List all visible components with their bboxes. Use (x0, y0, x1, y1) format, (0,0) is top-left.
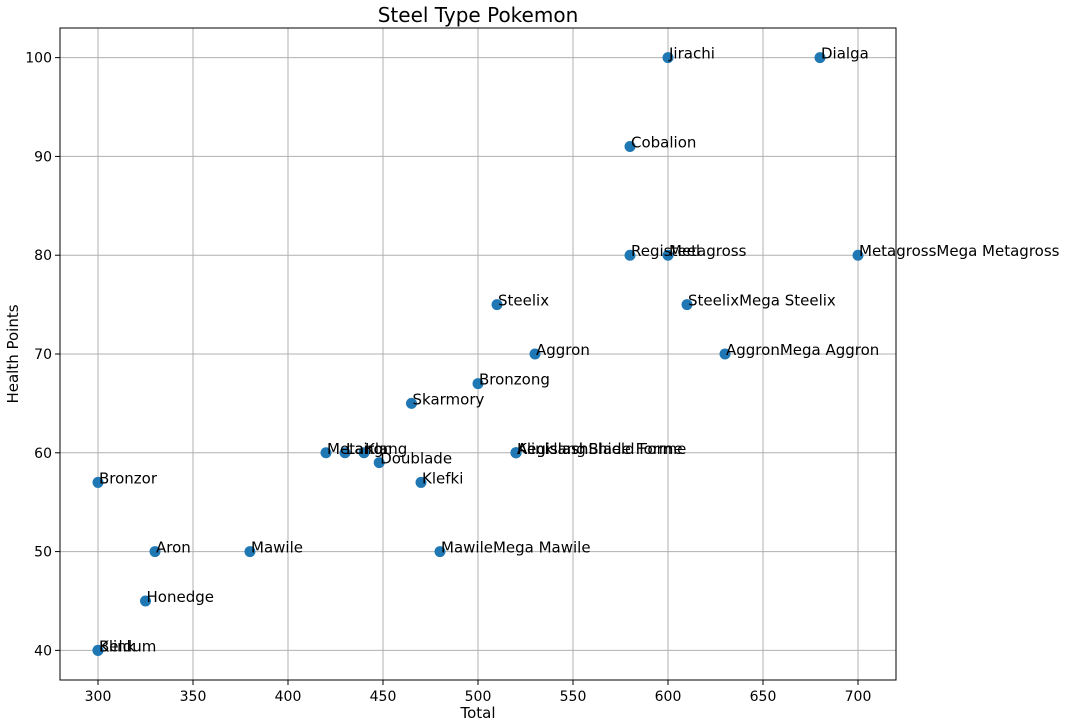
y-tick-label: 80 (34, 248, 52, 264)
data-point (852, 249, 864, 261)
data-point (681, 299, 693, 311)
point-label: AggronMega Aggron (726, 341, 879, 359)
data-point (529, 348, 541, 360)
data-point (406, 397, 417, 409)
data-point (624, 249, 636, 261)
data-point (434, 546, 446, 558)
point-label: Metang (327, 440, 383, 458)
axis-ticks: 300 350 400 450 500 550 600 650 700 40 50 60 70 80 90 1… (25, 51, 871, 705)
point-label: MetagrossMega Metagross (859, 242, 1060, 260)
data-point (149, 546, 161, 558)
chart-title: Steel Type Pokemon (378, 3, 579, 27)
x-tick-label: 600 (655, 689, 682, 705)
data-point (662, 249, 674, 261)
data-points (92, 52, 864, 656)
data-point (373, 457, 385, 469)
x-axis-label: Total (459, 704, 495, 722)
data-point (719, 348, 731, 360)
data-point (472, 378, 484, 390)
x-tick-label: 650 (750, 689, 777, 705)
data-point (491, 299, 503, 311)
data-point (92, 476, 104, 488)
y-tick-label: 90 (34, 149, 52, 165)
point-label: Aggron (536, 341, 590, 359)
point-label: AegislashShield Forme (517, 440, 686, 458)
x-tick-label: 700 (845, 689, 872, 705)
point-label: Klang (365, 440, 407, 458)
point-label: Honedge (147, 588, 214, 606)
x-tick-label: 550 (560, 689, 587, 705)
data-point (510, 447, 522, 459)
x-tick-label: 450 (370, 689, 397, 705)
point-label: MawileMega Mawile (441, 539, 591, 557)
data-point (140, 595, 151, 607)
point-label: Mawile (251, 539, 303, 557)
data-point (662, 52, 674, 64)
point-label: Klinklang (517, 440, 586, 458)
data-point (339, 447, 351, 459)
point-label: SteelixMega Steelix (688, 292, 836, 310)
y-tick-label: 60 (34, 446, 52, 462)
data-point (415, 476, 427, 488)
point-label: Doublade (380, 450, 452, 468)
x-tick-label: 400 (275, 689, 302, 705)
x-tick-label: 350 (180, 689, 207, 705)
point-label: Beldum (99, 637, 156, 655)
y-tick-label: 50 (34, 545, 52, 561)
y-tick-label: 100 (25, 51, 52, 67)
point-label: Aron (156, 539, 191, 557)
data-point (320, 447, 332, 459)
point-label: Klefki (422, 469, 463, 487)
point-label: Jirachi (668, 45, 715, 63)
point-label: Klink (99, 637, 136, 655)
point-label: Steelix (498, 292, 549, 310)
point-label: AegislashBlade Forme (517, 440, 683, 458)
point-label: Bronzong (479, 371, 550, 389)
data-point (814, 52, 826, 64)
data-point (358, 447, 370, 459)
y-axis-label: Health Points (4, 304, 22, 403)
data-point (624, 141, 636, 153)
point-label: Dialga (821, 45, 869, 63)
point-label: Cobalion (631, 134, 696, 152)
point-label: Lairon (346, 440, 392, 458)
x-tick-label: 300 (85, 689, 112, 705)
x-tick-label: 500 (465, 689, 492, 705)
y-tick-label: 70 (34, 347, 52, 363)
data-point (244, 546, 256, 558)
data-point (92, 644, 104, 656)
point-label: Bronzor (99, 469, 158, 487)
point-label: Metagross (669, 242, 747, 260)
grid-lines (60, 28, 896, 680)
y-tick-label: 40 (34, 643, 52, 659)
point-label: Registeel (631, 242, 700, 260)
point-label: Skarmory (413, 390, 485, 408)
